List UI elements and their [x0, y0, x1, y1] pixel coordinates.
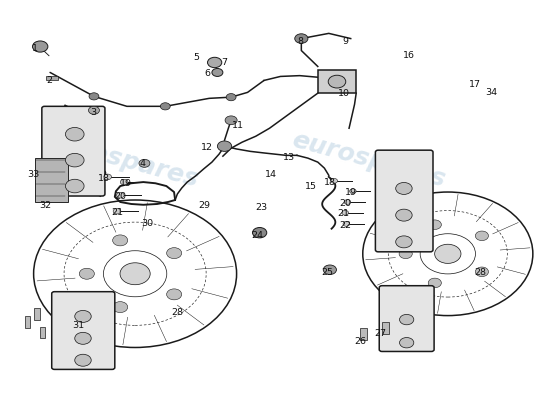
Circle shape — [217, 141, 232, 151]
Circle shape — [331, 178, 338, 183]
Circle shape — [399, 249, 412, 258]
Text: 6: 6 — [204, 69, 210, 78]
Text: eurospares: eurospares — [42, 128, 201, 192]
Text: 24: 24 — [251, 230, 263, 240]
Text: 9: 9 — [342, 37, 348, 46]
Circle shape — [104, 174, 112, 180]
Text: 15: 15 — [305, 182, 317, 190]
Text: 8: 8 — [297, 37, 303, 46]
Text: 5: 5 — [193, 53, 199, 62]
Circle shape — [113, 235, 128, 246]
Text: 32: 32 — [40, 202, 52, 210]
Text: 3: 3 — [90, 108, 96, 117]
Circle shape — [89, 106, 100, 114]
Text: 14: 14 — [265, 170, 277, 178]
Text: 16: 16 — [403, 51, 415, 60]
Text: 21: 21 — [338, 210, 350, 218]
Circle shape — [350, 189, 356, 194]
Circle shape — [161, 103, 170, 110]
Text: 28: 28 — [172, 308, 183, 317]
Circle shape — [226, 94, 236, 101]
Circle shape — [120, 179, 128, 185]
Circle shape — [139, 159, 150, 167]
Text: 13: 13 — [283, 153, 295, 162]
Bar — [382, 322, 388, 334]
Bar — [46, 76, 58, 80]
Bar — [318, 70, 356, 93]
Text: 17: 17 — [469, 80, 481, 89]
Circle shape — [167, 289, 182, 300]
Circle shape — [395, 182, 412, 194]
Text: 25: 25 — [321, 268, 333, 277]
Text: 22: 22 — [339, 222, 351, 230]
Circle shape — [434, 244, 461, 263]
Circle shape — [79, 268, 95, 279]
Circle shape — [75, 332, 91, 344]
Text: 27: 27 — [375, 329, 386, 338]
Circle shape — [395, 209, 412, 221]
Circle shape — [65, 128, 84, 141]
Circle shape — [75, 354, 91, 366]
Circle shape — [428, 278, 442, 288]
FancyBboxPatch shape — [376, 150, 433, 252]
Text: 2: 2 — [46, 76, 52, 85]
Circle shape — [225, 116, 237, 125]
Text: 1: 1 — [32, 44, 38, 53]
Text: 29: 29 — [199, 202, 211, 210]
Circle shape — [212, 68, 223, 76]
Circle shape — [65, 179, 84, 193]
Text: 33: 33 — [28, 170, 40, 178]
Text: 23: 23 — [255, 204, 267, 212]
Circle shape — [32, 41, 48, 52]
Text: 20: 20 — [114, 192, 126, 201]
FancyBboxPatch shape — [42, 106, 105, 196]
Circle shape — [395, 236, 412, 248]
FancyBboxPatch shape — [379, 286, 434, 352]
Text: 18: 18 — [98, 174, 110, 182]
Circle shape — [475, 231, 488, 241]
FancyBboxPatch shape — [52, 292, 115, 370]
Text: 20: 20 — [339, 199, 351, 208]
Circle shape — [65, 153, 84, 167]
Circle shape — [117, 192, 124, 198]
Circle shape — [328, 75, 346, 88]
Circle shape — [342, 210, 349, 215]
Circle shape — [75, 310, 91, 322]
Text: eurospares: eurospares — [289, 128, 448, 192]
Bar — [34, 308, 40, 320]
Circle shape — [475, 267, 488, 276]
Bar — [35, 158, 68, 202]
Text: 10: 10 — [338, 89, 350, 98]
Circle shape — [399, 338, 414, 348]
Text: 19: 19 — [345, 188, 357, 197]
Text: 12: 12 — [201, 143, 213, 152]
Text: 30: 30 — [142, 220, 154, 228]
Circle shape — [295, 34, 308, 43]
Circle shape — [323, 265, 337, 274]
Bar — [360, 328, 367, 340]
Circle shape — [207, 57, 222, 68]
Text: 21: 21 — [111, 208, 123, 217]
Circle shape — [120, 263, 150, 285]
Text: 18: 18 — [324, 178, 336, 186]
Circle shape — [344, 200, 351, 204]
Text: 28: 28 — [475, 268, 487, 277]
Circle shape — [428, 220, 442, 230]
Circle shape — [252, 228, 267, 238]
Text: 11: 11 — [232, 120, 244, 130]
Circle shape — [113, 302, 128, 312]
Circle shape — [113, 208, 121, 214]
Circle shape — [167, 248, 182, 259]
Text: 31: 31 — [73, 321, 85, 330]
Text: 34: 34 — [486, 88, 498, 97]
Circle shape — [399, 314, 414, 325]
Text: 19: 19 — [120, 179, 132, 188]
Bar — [25, 316, 30, 328]
Text: 4: 4 — [139, 159, 145, 168]
Text: 7: 7 — [222, 58, 228, 67]
Bar — [40, 327, 45, 338]
Circle shape — [89, 93, 99, 100]
Text: 26: 26 — [354, 337, 366, 346]
Circle shape — [343, 222, 350, 226]
